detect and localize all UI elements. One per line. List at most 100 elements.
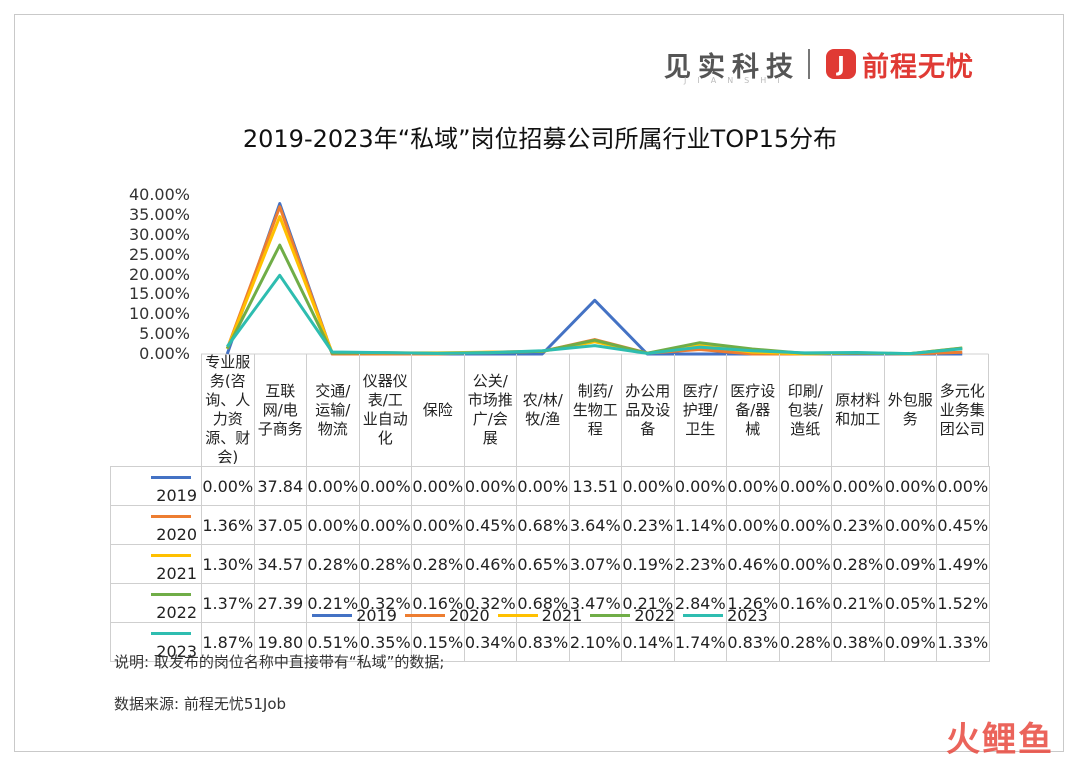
table-cell: 13.51 — [568, 466, 622, 506]
category-label: 办公用品及设备 — [621, 354, 674, 466]
table-cell: 34.57 — [253, 544, 307, 584]
table-cell: 0.38% — [831, 622, 885, 662]
category-label: 专业服务(咨询、人力资源、财会) — [201, 353, 254, 466]
table-cell: 3.64% — [568, 505, 622, 545]
table-cell: 1.52% — [936, 583, 990, 623]
legend-swatch — [590, 614, 631, 617]
table-cell: 0.23% — [831, 505, 885, 545]
category-label: 外包服务 — [883, 354, 937, 466]
series-swatch — [151, 515, 191, 518]
series-line-2023 — [226, 273, 963, 356]
series-swatch — [151, 593, 191, 596]
table-cell: 0.00% — [358, 466, 412, 506]
legend-item: 2020 — [404, 606, 490, 625]
legend-label: 2023 — [727, 606, 768, 625]
series-key: 2023 — [110, 622, 202, 662]
table-cell: 0.46% — [726, 544, 780, 584]
series-line-2020 — [225, 205, 963, 356]
table-cell: 0.00% — [726, 466, 780, 506]
table-cell: 1.33% — [936, 622, 990, 662]
table-cell: 0.00% — [883, 505, 937, 545]
legend-label: 2020 — [448, 606, 490, 625]
series-line-2019 — [225, 202, 963, 356]
jianshi-logo-text: 见实科技 — [664, 51, 800, 83]
series-name: 2021 — [156, 564, 197, 583]
y-tick-label: 40.00% — [128, 185, 190, 204]
series-swatch — [151, 476, 191, 479]
legend-label: 2019 — [356, 606, 397, 625]
table-cell: 0.00% — [726, 505, 780, 545]
table-cell: 0.14% — [621, 622, 675, 662]
legend-item: 2022 — [590, 606, 675, 625]
table-cell: 0.28% — [778, 622, 832, 662]
table-cell: 0.45% — [936, 505, 990, 545]
y-tick-label: 15.00% — [128, 284, 190, 304]
table-cell: 0.32% — [358, 583, 412, 623]
category-label: 农/林/牧/渔 — [516, 354, 569, 466]
table-cell: 0.45% — [463, 505, 517, 545]
table-row: 2023 1.87% 19.80 0.51% 0.35% 0.15% 0.34% 0.83% 2… — [110, 622, 990, 662]
category-label: 原材料和加工 — [831, 354, 884, 466]
y-tick-label: 35.00% — [128, 204, 190, 224]
table-cell: 0.00% — [411, 505, 465, 545]
brand-header: 见实科技 JIANSHI J 前程无忧 — [664, 40, 974, 88]
chart-note: 说明: 取发布的岗位名称中直接带有“私域”的数据; — [114, 653, 445, 671]
table-cell: 0.35% — [358, 622, 412, 662]
table-cell: 1.30% — [201, 544, 255, 584]
table-cell: 0.65% — [516, 544, 570, 584]
jianshi-logo-subtext: JIANSHI — [684, 75, 791, 85]
table-cell: 1.36% — [201, 505, 255, 545]
job51-logo-icon: J — [826, 49, 856, 79]
table-cell: 0.28% — [306, 544, 360, 584]
table-cell: 19.80 — [253, 622, 307, 662]
table-cell: 0.83% — [726, 622, 780, 662]
table-cell: 0.23% — [621, 505, 675, 545]
category-label: 印刷/包装/造纸 — [778, 354, 832, 466]
table-cell: 0.15% — [411, 622, 465, 662]
table-cell: 2.23% — [673, 544, 727, 584]
series-name: 2020 — [156, 525, 197, 544]
table-cell: 1.49% — [936, 544, 990, 584]
table-cell: 0.21% — [831, 583, 885, 623]
legend-swatch — [404, 614, 445, 617]
table-cell: 1.37% — [201, 583, 255, 623]
table-cell: 0.00% — [621, 466, 675, 506]
table-cell: 37.05 — [253, 505, 307, 545]
legend-item: 2023 — [683, 606, 768, 625]
table-cell: 0.00% — [516, 466, 570, 506]
table-cell: 0.00% — [411, 466, 465, 506]
table-cell: 0.34% — [463, 622, 517, 662]
table-cell: 1.74% — [673, 622, 727, 662]
legend-swatch — [497, 614, 538, 617]
data-table: 2019 0.00% 37.84 0.00% 0.00% 0.00% 0.00% 0.00% 1… — [110, 466, 990, 662]
table-cell: 27.39 — [253, 583, 307, 623]
table-cell: 0.68% — [516, 505, 570, 545]
table-cell: 3.07% — [568, 544, 622, 584]
category-label: 医疗设备/器械 — [726, 354, 779, 466]
table-cell: 0.00% — [201, 466, 255, 506]
table-cell: 0.00% — [778, 505, 832, 545]
table-cell: 0.28% — [831, 544, 885, 584]
y-tick-label: 5.00% — [139, 324, 190, 344]
legend-label: 2021 — [541, 606, 583, 625]
series-key: 2020 — [110, 505, 202, 545]
category-label: 互联网/电子商务 — [253, 354, 307, 466]
series-key: 2019 — [110, 466, 202, 506]
table-cell: 1.26% — [726, 583, 780, 623]
legend-item: 2021 — [497, 606, 583, 625]
series-name: 2023 — [156, 642, 197, 661]
table-cell: 0.19% — [621, 544, 675, 584]
table-cell: 0.00% — [463, 466, 517, 506]
watermark-logo: 火鲤鱼 — [946, 720, 1054, 760]
table-cell: 2.10% — [568, 622, 622, 662]
table-cell: 0.00% — [306, 505, 360, 545]
series-line-2021 — [225, 215, 963, 356]
series-swatch — [151, 554, 191, 557]
table-cell: 0.28% — [411, 544, 465, 584]
y-tick-label: 0.00% — [139, 344, 190, 363]
series-name: 2022 — [156, 603, 197, 622]
y-tick-label: 25.00% — [128, 244, 190, 264]
y-tick-label: 30.00% — [128, 224, 190, 244]
table-cell: 0.46% — [463, 544, 517, 584]
table-cell: 37.84 — [253, 466, 307, 506]
